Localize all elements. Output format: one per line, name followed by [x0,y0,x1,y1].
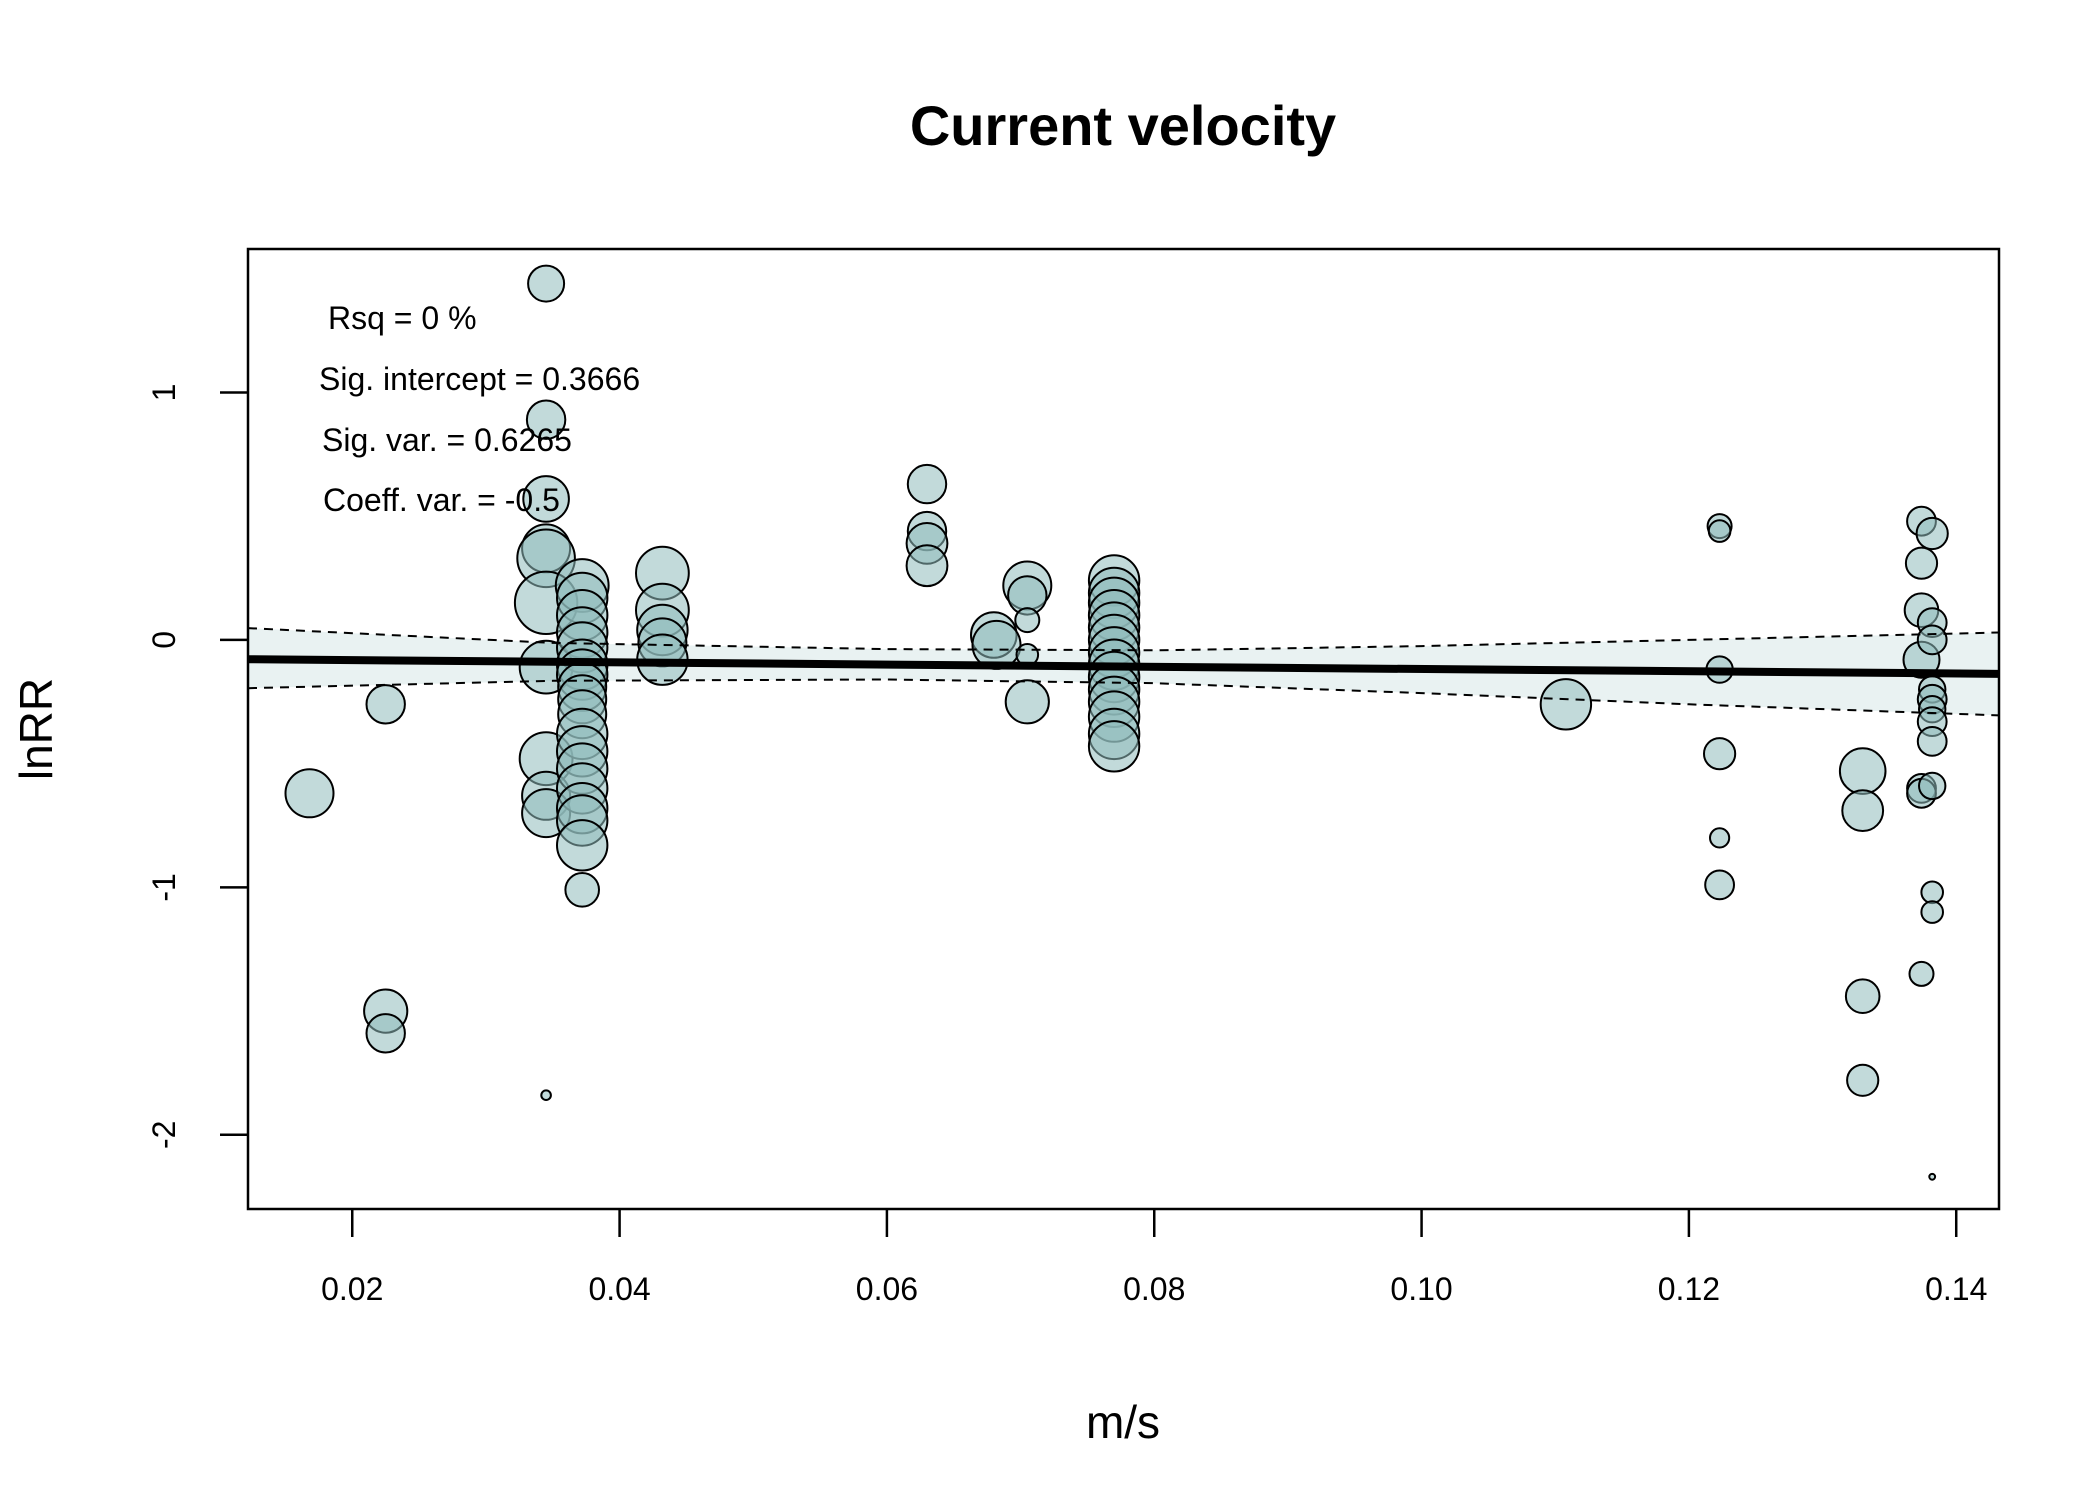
model-statistics: Rsq = 0 % Sig. intercept = 0.3666 Sig. v… [319,300,640,518]
ci-lower-line [247,678,2000,717]
data-point-63 [1539,678,1593,731]
regression-line [247,655,2000,678]
data-point-32 [564,872,601,908]
data-point-14 [540,1089,552,1101]
data-point-65 [1707,519,1732,543]
x-tick-label-6: 0.14 [1925,1271,1987,1307]
data-point-31 [556,819,609,872]
y-tick-label-1: -1 [146,873,182,901]
data-point-46 [1014,607,1041,634]
confidence-interval-lines [247,627,2000,717]
data-point-5 [525,399,567,440]
data-point-4 [527,264,566,303]
annotation-coeff-var: Coeff. var. = -0.5 [323,482,560,518]
data-point-75 [1904,546,1939,580]
data-point-1 [365,684,406,725]
x-tick-label-3: 0.08 [1123,1271,1185,1307]
data-point-81 [1915,516,1949,551]
data-point-38 [906,463,948,505]
y-tick-label-2: 0 [146,631,182,649]
data-point-88 [1916,726,1948,757]
regression-line-layer [247,655,2000,678]
y-tick-label-0: -2 [146,1121,182,1149]
data-point-48 [1004,679,1050,725]
data-point-3 [365,1013,406,1054]
data-point-83 [1916,624,1948,656]
data-point-0 [284,768,335,819]
x-axis-label: m/s [1086,1396,1160,1448]
data-point-71 [1841,789,1885,832]
data-point-62 [1087,720,1141,773]
x-tick-label-1: 0.04 [588,1271,650,1307]
data-point-72 [1844,978,1881,1015]
chart-title: Current velocity [910,94,1336,157]
plot-frame [246,247,2001,1211]
x-tick-label-2: 0.06 [856,1271,918,1307]
data-point-41 [905,544,949,588]
data-point-6 [522,475,570,523]
y-axis: -2 -1 0 1 [146,384,248,1149]
annotation-rsq: Rsq = 0 % [328,300,477,336]
data-point-92 [1928,1172,1937,1181]
annotation-sig-var: Sig. var. = 0.6265 [322,422,572,458]
data-point-69 [1704,869,1735,901]
data-point-67 [1703,737,1737,771]
data-point-90 [1920,880,1944,905]
data-point-68 [1709,827,1731,849]
x-axis: 0.02 0.04 0.06 0.08 0.10 0.12 0.14 [321,1209,1987,1307]
data-point-89 [1918,771,1947,801]
data-point-91 [1920,900,1944,924]
data-point-80 [1908,960,1935,987]
ci-upper-line [247,627,2000,652]
y-axis-label: lnRR [10,678,62,780]
x-tick-label-5: 0.12 [1658,1271,1720,1307]
y-tick-label-3: 1 [146,384,182,402]
x-tick-label-4: 0.10 [1390,1271,1452,1307]
x-tick-label-0: 0.02 [321,1271,383,1307]
data-point-73 [1846,1063,1880,1097]
data-point-70 [1838,747,1887,795]
annotation-sig-intercept: Sig. intercept = 0.3666 [319,361,640,397]
plot-area [247,264,2000,1181]
